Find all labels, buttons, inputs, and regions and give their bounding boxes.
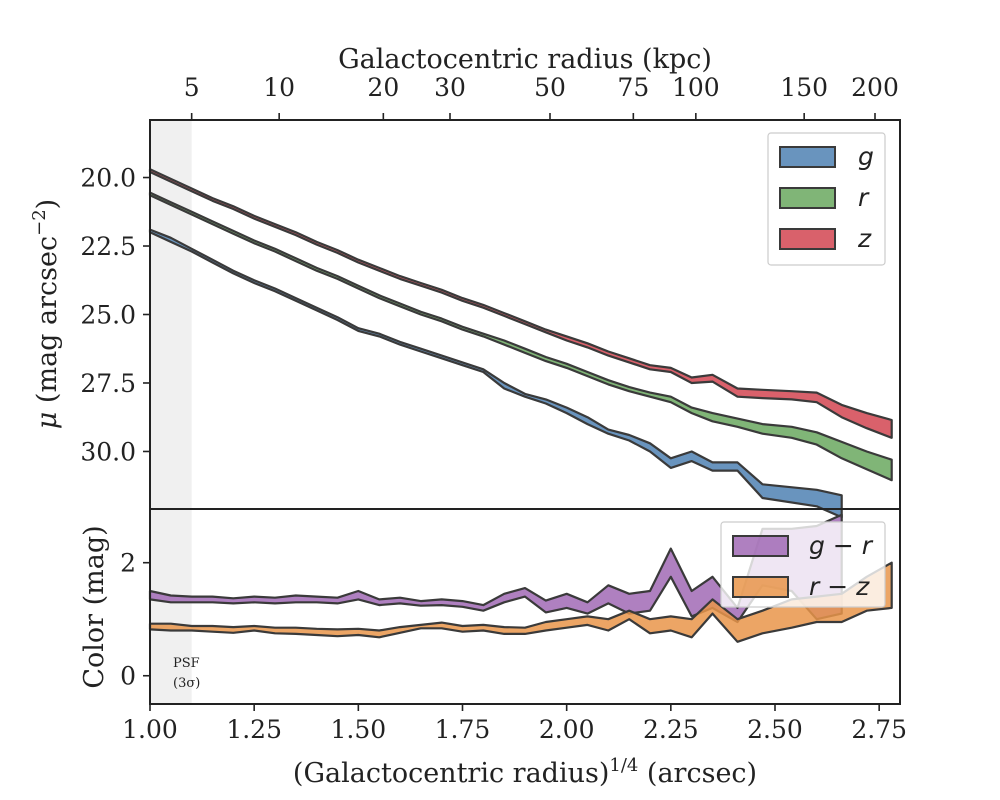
bottom-psf-region	[150, 509, 192, 704]
bottom-xtick-label: 1.25	[226, 715, 282, 744]
bottom-xtick-label: 2.25	[643, 715, 699, 744]
mu-symbol: μ	[32, 412, 63, 430]
top-axis-tick-label: 50	[534, 73, 566, 102]
bottom-legend-swatch	[732, 576, 789, 598]
top-ytick-label: 25.0	[80, 301, 136, 330]
top-axis-label: Galactocentric radius (kpc)	[338, 44, 712, 75]
bottom-frame	[149, 508, 901, 705]
bottom-legend-label: r − z	[809, 572, 870, 601]
top-y-axis-label: μ (mag arcsec−2)	[29, 199, 63, 429]
bottom-xtick-label: 2.75	[851, 715, 907, 744]
top-ytick-label: 22.5	[80, 232, 136, 261]
top-axis-tick-label: 200	[851, 73, 899, 102]
bottom-ytick-label: 2	[120, 549, 136, 578]
top-legend-label: r	[858, 183, 870, 212]
top-axis-tick-label: 75	[617, 73, 649, 102]
bottom-legend-swatch	[732, 535, 789, 557]
top-band-z	[148, 168, 893, 439]
mu-units-close: )	[32, 199, 63, 210]
psf-annotation-line2: (3σ)	[173, 676, 200, 691]
top-axis-tick-label: 10	[263, 73, 295, 102]
psf-annotation-line1: PSF	[173, 656, 200, 671]
top-axis-tick-label: 5	[184, 73, 200, 102]
top-band-r	[148, 191, 893, 482]
surface-brightness-panel: 20.0 22.5 25.0 27.5 30.0 grz 5 10 20 30 50 75 100 150…	[80, 73, 901, 519]
mu-units: (mag arcsec	[32, 236, 63, 403]
top-ytick-label: 20.0	[80, 164, 136, 193]
bottom-ytick-label: 0	[120, 662, 136, 691]
top-legend-swatch	[779, 187, 836, 209]
bottom-xtick-label: 2.50	[747, 715, 803, 744]
top-legend-label: g	[858, 142, 874, 171]
bottom-x-axis-label: (Galactocentric radius)1/4 (arcsec)	[293, 755, 757, 789]
top-ytick-label: 27.5	[80, 369, 136, 398]
bottom-band-rz	[148, 561, 893, 643]
top-axis-tick-label: 30	[434, 73, 466, 102]
bottom-y-axis-label: Color (mag)	[79, 525, 110, 688]
top-legend-swatch	[779, 228, 836, 250]
top-legend-swatch	[779, 146, 836, 168]
top-legend-label: z	[857, 224, 872, 253]
top-band-g	[148, 228, 843, 519]
bottom-xtick-label: 2.00	[539, 715, 595, 744]
mu-units-exp: −2	[29, 209, 50, 236]
color-panel: 0 2 g − r r − z 1.00 1.25 1.50 1.75 2.00 2.25 2.50…	[120, 508, 907, 744]
bottom-legend-label: g − r	[809, 531, 874, 560]
xlabel-exp: 1/4	[609, 755, 638, 776]
xlabel-main: (Galactocentric radius)	[293, 758, 609, 789]
top-axis-tick-label: 150	[780, 73, 828, 102]
top-ytick-label: 30.0	[80, 437, 136, 466]
xlabel-rest: (arcsec)	[638, 758, 757, 789]
top-axis-tick-label: 100	[672, 73, 720, 102]
bottom-xtick-label: 1.50	[330, 715, 386, 744]
top-axis-tick-label: 20	[367, 73, 399, 102]
bottom-xtick-label: 1.75	[435, 715, 491, 744]
bottom-xtick-label: 1.00	[122, 715, 178, 744]
